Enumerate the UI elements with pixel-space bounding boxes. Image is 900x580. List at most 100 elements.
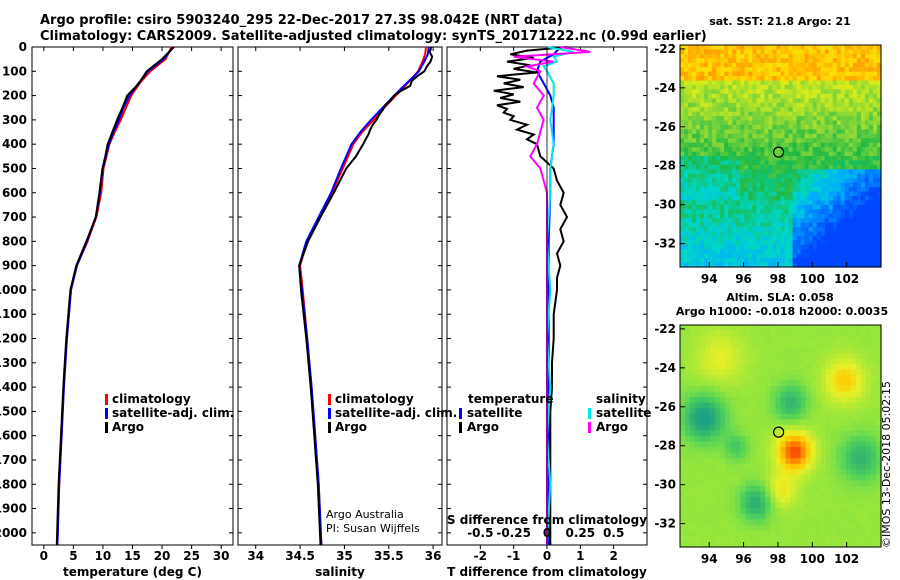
sst-map-pixel bbox=[792, 235, 798, 241]
sst-map-pixel bbox=[828, 58, 834, 64]
sst-map-pixel bbox=[756, 116, 761, 122]
sst-map-pixel bbox=[848, 209, 854, 215]
sla-map-pixel bbox=[710, 491, 716, 498]
sla-map-pixel bbox=[730, 341, 736, 348]
sla-map-pixel bbox=[770, 508, 777, 515]
sst-map-pixel bbox=[796, 53, 802, 59]
sst-map-pixel bbox=[752, 111, 757, 117]
sla-map-pixel bbox=[870, 469, 877, 476]
sst-map-pixel bbox=[752, 182, 757, 188]
sla-map-pixel bbox=[745, 363, 751, 370]
sst-map-pixel bbox=[812, 204, 818, 210]
sst-map-pixel bbox=[836, 80, 842, 86]
sla-map-pixel bbox=[870, 535, 877, 543]
sst-map-pixel bbox=[792, 173, 798, 179]
sla-map-pixel bbox=[830, 397, 837, 404]
sst-map-pixel bbox=[712, 222, 717, 228]
sla-map-pixel bbox=[735, 397, 741, 404]
sst-map-pixel bbox=[828, 231, 834, 237]
sst-map-pixel bbox=[876, 253, 882, 259]
sla-map-pixel bbox=[855, 336, 862, 343]
sla-map-pixel bbox=[815, 430, 822, 437]
sla-map-pixel bbox=[775, 330, 782, 337]
sst-map-pixel bbox=[788, 76, 794, 82]
temp-x-tick-label: 10 bbox=[95, 549, 112, 563]
sla-map-pixel bbox=[875, 436, 882, 443]
sst-map-pixel bbox=[704, 258, 709, 264]
sst-map-pixel bbox=[800, 222, 806, 228]
sst-map-pixel bbox=[700, 164, 705, 170]
sla-map-pixel bbox=[685, 408, 691, 415]
sla-map-pixel bbox=[855, 508, 862, 515]
sla-map-pixel bbox=[725, 363, 731, 370]
sla-map-pixel bbox=[865, 419, 872, 426]
sst-map-pixel bbox=[740, 200, 745, 206]
sst-map-pixel bbox=[848, 89, 854, 95]
sst-map-pixel bbox=[824, 156, 830, 162]
sst-map-pixel bbox=[752, 124, 757, 130]
sla-map-pixel bbox=[855, 363, 862, 370]
sst-map-pixel bbox=[700, 182, 705, 188]
sst-map-pixel bbox=[752, 53, 757, 59]
sst-map-pixel bbox=[752, 76, 757, 82]
sla-map-pixel bbox=[715, 513, 721, 520]
sst-map-pixel bbox=[708, 80, 713, 86]
sst-map-pixel bbox=[872, 147, 878, 153]
sla-map-pixel bbox=[725, 374, 731, 382]
sst-map-pixel bbox=[772, 249, 778, 255]
sla-map-pixel bbox=[865, 363, 872, 370]
sst-map-pixel bbox=[808, 258, 814, 264]
sla-map-pixel bbox=[735, 447, 741, 454]
sla-map-pixel bbox=[790, 336, 797, 343]
sst-map-pixel bbox=[872, 244, 878, 250]
sla-map-pixel bbox=[780, 352, 787, 359]
sst-map-pixel bbox=[804, 191, 810, 197]
diff-s-tick-label: 0 bbox=[543, 526, 551, 540]
sst-map-pixel bbox=[872, 169, 878, 175]
sla-map-pixel bbox=[800, 347, 807, 354]
sst-map-pixel bbox=[768, 102, 774, 108]
sst-map-pixel bbox=[812, 84, 818, 90]
sst-map-pixel bbox=[752, 222, 757, 228]
sst-map-pixel bbox=[780, 253, 786, 259]
sla-map-pixel bbox=[815, 519, 822, 526]
sst-map-pixel bbox=[772, 151, 778, 157]
sla-map-pixel bbox=[750, 508, 756, 515]
sst-map-pixel bbox=[796, 227, 802, 233]
sst-map-pixel bbox=[736, 156, 741, 162]
sla-map-pixel bbox=[680, 380, 686, 387]
sla-map-pixel bbox=[830, 535, 837, 543]
sst-map-pixel bbox=[792, 89, 798, 95]
sst-map-pixel bbox=[744, 62, 749, 68]
sla-map-pixel bbox=[825, 424, 832, 432]
sla-map-pixel bbox=[715, 519, 721, 526]
sla-map-pixel bbox=[850, 325, 857, 332]
sst-map-pixel bbox=[800, 45, 806, 51]
sst-map-pixel bbox=[804, 253, 810, 259]
sst-map-pixel bbox=[692, 124, 697, 130]
sla-map-pixel bbox=[875, 408, 882, 415]
sst-map-pixel bbox=[836, 151, 842, 157]
sst-map-pixel bbox=[732, 240, 737, 246]
sst-map-pixel bbox=[816, 258, 822, 264]
sla-map-pixel bbox=[815, 436, 822, 443]
sla-map-pixel bbox=[755, 480, 762, 487]
sla-map-pixel bbox=[830, 497, 837, 504]
sla-map-pixel bbox=[765, 424, 772, 432]
sst-map-pixel bbox=[808, 249, 814, 255]
sst-map-pixel bbox=[780, 133, 786, 139]
sla-map-pixel bbox=[750, 419, 756, 426]
sst-map-pixel bbox=[740, 84, 745, 90]
sst-map-pixel bbox=[752, 67, 757, 73]
sst-map-pixel bbox=[772, 84, 778, 90]
sla-map-pixel bbox=[680, 513, 686, 520]
sst-map-pixel bbox=[736, 107, 741, 113]
sla-map-pixel bbox=[835, 436, 842, 443]
sla-map-pixel bbox=[710, 374, 716, 382]
sst-map-pixel bbox=[764, 182, 770, 188]
sst-map-pixel bbox=[848, 151, 854, 157]
sla-map-pixel bbox=[750, 397, 756, 404]
sst-map-pixel bbox=[748, 253, 753, 259]
sst-map-pixel bbox=[828, 169, 834, 175]
sla-map-pixel bbox=[695, 330, 701, 337]
